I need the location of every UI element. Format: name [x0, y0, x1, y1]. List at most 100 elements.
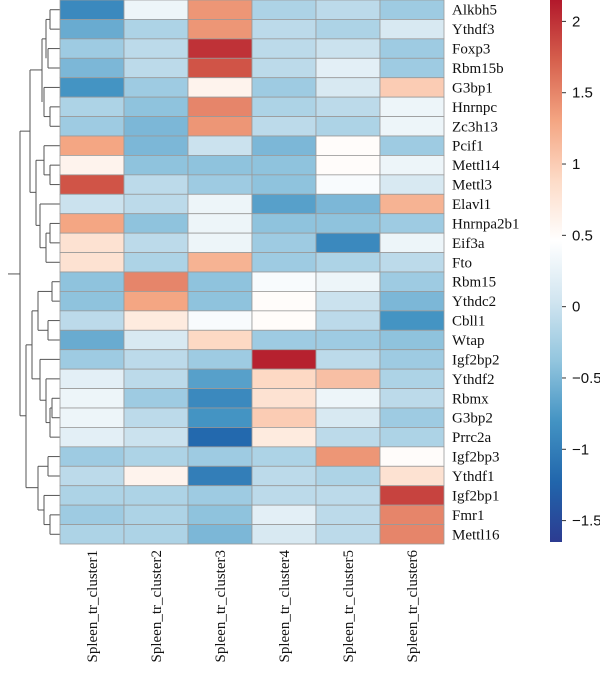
heatmap-cell-hnrnpc-c5 — [315, 96, 381, 117]
heatmap-cell-fmr1-c3 — [187, 504, 253, 525]
row-label-elavl1: Elavl1 — [452, 197, 491, 213]
heatmap-cell-mettl16-c4 — [251, 524, 317, 545]
heatmap-cell-mettl14-c4 — [251, 155, 317, 176]
heatmap-cell-prrc2a-c1 — [59, 427, 125, 448]
heatmap-cell-mettl14-c1 — [59, 155, 125, 176]
heatmap-cell-mettl3-c4 — [251, 174, 317, 195]
row-label-pcif1: Pcif1 — [452, 139, 484, 155]
heatmap-cell-foxp3-c3 — [187, 38, 253, 59]
heatmap-cell-igf2bp2-c1 — [59, 349, 125, 370]
row-label-igf2bp3: Igf2bp3 — [452, 450, 500, 466]
heatmap-cell-zc3h13-c1 — [59, 116, 125, 137]
heatmap-cell-rbmx-c3 — [187, 388, 253, 409]
heatmap-cell-g3bp1-c5 — [315, 77, 381, 98]
heatmap-cell-ythdf3-c5 — [315, 19, 381, 40]
heatmap-cell-cbll1-c2 — [123, 310, 189, 331]
row-label-rbm15b: Rbm15b — [452, 61, 504, 77]
heatmap-cell-prrc2a-c6 — [379, 427, 445, 448]
heatmap-cell-elavl1-c4 — [251, 193, 317, 215]
heatmap-cell-zc3h13-c6 — [379, 116, 445, 137]
colorbar-gradient — [550, 0, 562, 542]
heatmap-cell-igf2bp3-c3 — [187, 446, 253, 467]
heatmap-cell-mettl3-c3 — [187, 174, 253, 195]
heatmap-cell-zc3h13-c3 — [187, 116, 253, 137]
heatmap-cell-rbm15-c6 — [379, 271, 445, 292]
heatmap-cell-hnrnpa2b1-c4 — [251, 213, 317, 234]
heatmap-cell-mettl3-c2 — [123, 174, 189, 195]
colorbar-tick-label: 1 — [572, 156, 580, 173]
heatmap-cell-igf2bp1-c2 — [123, 485, 189, 506]
heatmap-cell-foxp3-c1 — [59, 38, 125, 59]
heatmap-cell-pcif1-c4 — [251, 135, 317, 156]
row-label-ythdf2: Ythdf2 — [452, 372, 495, 388]
heatmap-cell-g3bp2-c2 — [123, 407, 189, 428]
colorbar: 2 1.5 1 0.5 0 −0.5 −1 −1.5 — [550, 0, 600, 542]
heatmap-cell-elavl1-c3 — [187, 193, 253, 215]
heatmap-cell-igf2bp3-c2 — [123, 446, 189, 467]
heatmap-cell-ythdf1-c4 — [251, 465, 317, 487]
heatmap-cell-hnrnpc-c6 — [379, 96, 445, 117]
heatmap-cell-eif3a-c3 — [187, 232, 253, 253]
colorbar-tick-label: 2 — [572, 13, 580, 30]
heatmap-cell-igf2bp2-c2 — [123, 349, 189, 370]
row-label-mettl14: Mettl14 — [452, 158, 500, 174]
column-label-4: Spleen_tr_cluster4 — [277, 550, 293, 663]
heatmap-cell-fmr1-c2 — [123, 504, 189, 525]
heatmap-cell-ythdf1-c3 — [187, 465, 253, 487]
heatmap-cell-igf2bp1-c6 — [379, 485, 445, 506]
heatmap-cell-cbll1-c5 — [315, 310, 381, 331]
heatmap-cell-g3bp2-c3 — [187, 407, 253, 428]
column-label-1: Spleen_tr_cluster1 — [85, 550, 101, 662]
heatmap-cell-ythdf2-c6 — [379, 368, 445, 389]
column-label-6: Spleen_tr_cluster6 — [405, 550, 421, 663]
heatmap-cell-alkbh5-c3 — [187, 0, 253, 20]
heatmap-cell-prrc2a-c2 — [123, 427, 189, 448]
row-label-mettl16: Mettl16 — [452, 527, 500, 543]
heatmap-cell-ythdf2-c2 — [123, 368, 189, 389]
heatmap-cell-ythdf2-c1 — [59, 368, 125, 389]
heatmap-cell-rbmx-c5 — [315, 388, 381, 409]
heatmap-cell-cbll1-c6 — [379, 310, 445, 331]
heatmap-cell-igf2bp2-c3 — [187, 349, 253, 370]
heatmap-cell-ythdf3-c2 — [123, 19, 189, 40]
heatmap-cell-fto-c4 — [251, 252, 317, 273]
heatmap-cell-foxp3-c4 — [251, 38, 317, 59]
heatmap-cell-zc3h13-c5 — [315, 116, 381, 137]
heatmap-cell-ythdf3-c4 — [251, 19, 317, 40]
heatmap-cell-hnrnpa2b1-c5 — [315, 213, 381, 234]
heatmap-cell-mettl16-c2 — [123, 524, 189, 545]
heatmap-cell-mettl14-c3 — [187, 155, 253, 176]
heatmap-cell-fmr1-c4 — [251, 504, 317, 525]
heatmap-cell-wtap-c4 — [251, 329, 317, 351]
heatmap-cell-mettl16-c3 — [187, 524, 253, 545]
heatmap-cell-g3bp1-c6 — [379, 77, 445, 98]
heatmap-cell-fmr1-c5 — [315, 504, 381, 525]
heatmap-cell-mettl14-c2 — [123, 155, 189, 176]
heatmap-cell-eif3a-c2 — [123, 232, 189, 253]
heatmap-cell-zc3h13-c4 — [251, 116, 317, 137]
heatmap-cell-rbm15-c1 — [59, 271, 125, 292]
heatmap-cell-rbmx-c6 — [379, 388, 445, 409]
colorbar-tick-label: −1 — [572, 441, 589, 458]
heatmap-cell-ythdf2-c4 — [251, 368, 317, 389]
heatmap-cell-ythdc2-c3 — [187, 291, 253, 312]
heatmap-cell-hnrnpa2b1-c2 — [123, 213, 189, 234]
heatmap-cell-igf2bp3-c6 — [379, 446, 445, 467]
heatmap-cell-pcif1-c1 — [59, 135, 125, 156]
heatmap-cell-rbmx-c2 — [123, 388, 189, 409]
column-label-3: Spleen_tr_cluster3 — [213, 550, 229, 662]
heatmap-cell-igf2bp1-c4 — [251, 485, 317, 506]
heatmap-cell-cbll1-c1 — [59, 310, 125, 331]
heatmap-cell-alkbh5-c6 — [379, 0, 445, 20]
heatmap-cell-rbmx-c1 — [59, 388, 125, 409]
heatmap-cells — [59, 0, 445, 545]
heatmap-cell-rbm15-c3 — [187, 271, 253, 292]
heatmap-cell-pcif1-c2 — [123, 135, 189, 156]
heatmap-cell-alkbh5-c2 — [123, 0, 189, 20]
heatmap-cell-mettl16-c1 — [59, 524, 125, 545]
heatmap-cell-wtap-c6 — [379, 329, 445, 351]
heatmap-cell-ythdf1-c2 — [123, 465, 189, 487]
heatmap-cell-ythdf1-c5 — [315, 465, 381, 487]
heatmap-cell-hnrnpa2b1-c1 — [59, 213, 125, 234]
